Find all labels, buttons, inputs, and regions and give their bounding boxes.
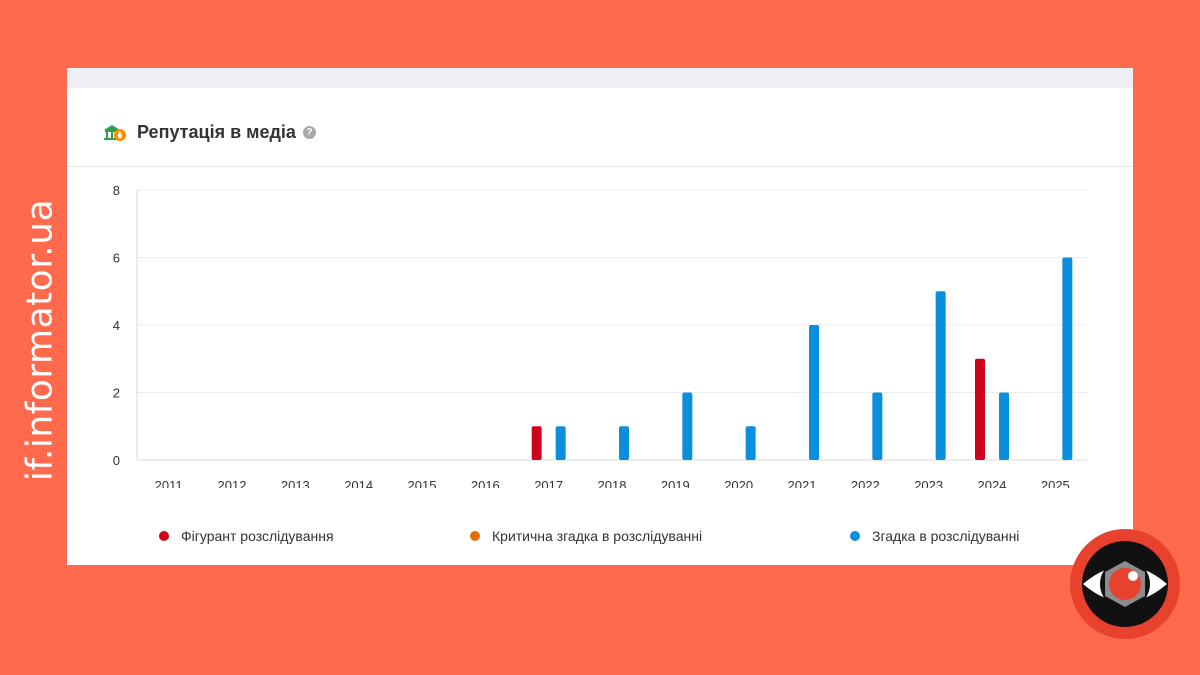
informator-eye-logo [1070,529,1180,639]
x-tick-label: 2017 [534,478,563,488]
x-tick-label: 2014 [344,478,373,488]
x-tick-label: 2015 [408,478,437,488]
legend-item-critical[interactable]: Критична згадка в розслідуванні [470,528,702,544]
legend-item-figurant[interactable]: Фігурант розслідування [159,528,334,544]
legend-label-critical: Критична згадка в розслідуванні [492,528,703,544]
legend-item-mention[interactable]: Згадка в розслідуванні [850,528,1019,544]
card-header: Репутація в медіа ? [103,120,316,144]
media-reputation-chart: 0 2 4 6 8 2011 2012 2013 2014 2015 2016 2017 2018 201… [113,183,1087,488]
media-reputation-card: Репутація в медіа ? 0 2 4 6 8 2011 2012 2013 201… [67,68,1133,565]
x-tick-label: 2024 [978,478,1007,488]
y-tick-label: 2 [113,386,120,401]
x-tick-label: 2022 [851,478,880,488]
y-tick-label: 8 [113,183,120,198]
legend-label-figurant: Фігурант розслідування [181,528,334,544]
x-tick-label: 2018 [598,478,627,488]
bar [531,426,542,460]
chart-legend: Фігурант розслідування Критична згадка в… [67,528,1133,548]
x-tick-label: 2012 [218,478,247,488]
legend-label-mention: Згадка в розслідуванні [872,528,1020,544]
x-tick-label: 2025 [1041,478,1070,488]
card-top-strip [67,68,1133,88]
x-tick-label: 2020 [724,478,753,488]
site-watermark: if.informator.ua [19,198,61,482]
legend-dot-mention [850,531,860,541]
x-tick-label: 2021 [788,478,817,488]
x-tick-label: 2019 [661,478,690,488]
bar [872,392,883,460]
bar [1062,257,1073,460]
bar [619,426,629,460]
help-icon[interactable]: ? [302,125,316,139]
bar [935,291,946,460]
bank-fire-icon [104,125,126,141]
y-tick-label: 6 [113,251,120,266]
y-tick-label: 0 [113,453,120,468]
x-tick-label: 2013 [281,478,310,488]
x-tick-label: 2023 [914,478,943,488]
header-divider [67,166,1133,167]
legend-dot-critical [470,531,480,541]
bar [975,358,985,460]
bar [745,426,756,460]
bar [555,426,566,460]
card-title: Репутація в медіа [137,121,296,142]
bar [809,325,819,460]
y-tick-label: 4 [113,318,120,333]
x-tick-label: 2016 [471,478,500,488]
x-tick-label: 2011 [155,478,183,488]
legend-dot-figurant [159,531,169,541]
bar [999,392,1009,460]
bar [682,392,693,460]
